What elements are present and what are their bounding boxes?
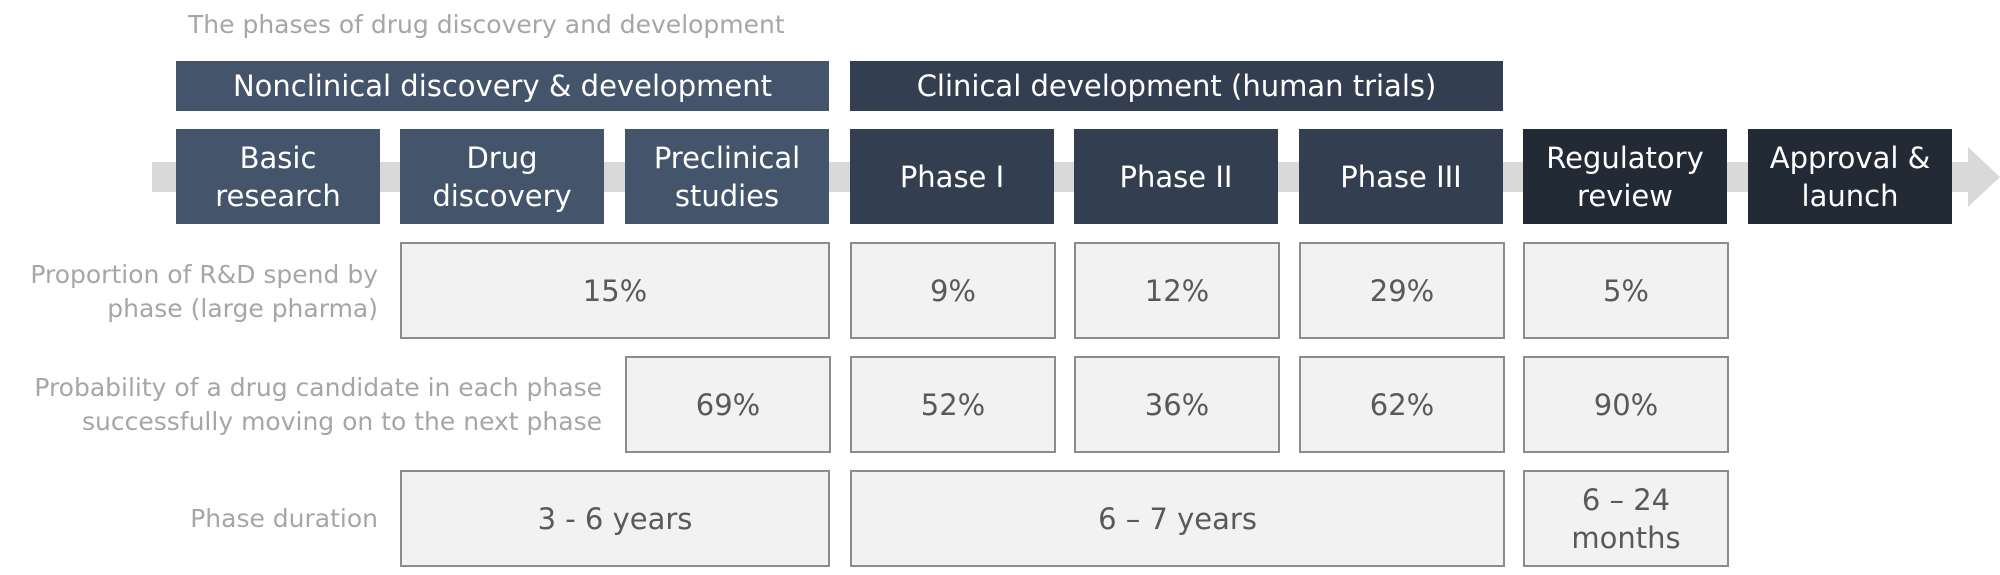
- timeline-arrow-head: [1968, 147, 2000, 207]
- duration-cell-nonclinical: 3 - 6 years: [400, 470, 830, 567]
- diagram-title: The phases of drug discovery and develop…: [188, 10, 785, 39]
- probability-cell-preclinical: 69%: [625, 356, 831, 453]
- probability-cell-regulatory: 90%: [1523, 356, 1729, 453]
- phase-approval-launch: Approval & launch: [1748, 129, 1952, 224]
- group-clinical: Clinical development (human trials): [850, 61, 1503, 111]
- duration-cell-regulatory: 6 – 24 months: [1523, 470, 1729, 567]
- phase-basic-research: Basic research: [176, 129, 380, 224]
- probability-cell-phase-3: 62%: [1299, 356, 1505, 453]
- row-label-probability: Probability of a drug candidate in each …: [34, 373, 602, 436]
- phase-1: Phase I: [850, 129, 1054, 224]
- phase-regulatory-review: Regulatory review: [1523, 129, 1727, 224]
- spend-cell-phase-1: 9%: [850, 242, 1056, 339]
- spend-cell-regulatory: 5%: [1523, 242, 1729, 339]
- phase-drug-discovery: Drug discovery: [400, 129, 604, 224]
- spend-cell-nonclinical: 15%: [400, 242, 830, 339]
- probability-cell-phase-2: 36%: [1074, 356, 1280, 453]
- probability-cell-phase-1: 52%: [850, 356, 1056, 453]
- phase-2: Phase II: [1074, 129, 1278, 224]
- row-label-duration: Phase duration: [190, 503, 378, 533]
- spend-cell-phase-3: 29%: [1299, 242, 1505, 339]
- spend-cell-phase-2: 12%: [1074, 242, 1280, 339]
- phase-3: Phase III: [1299, 129, 1503, 224]
- duration-cell-clinical: 6 – 7 years: [850, 470, 1505, 567]
- phase-preclinical-studies: Preclinical studies: [625, 129, 829, 224]
- row-label-spend: Proportion of R&D spend by phase (large …: [30, 260, 378, 323]
- group-nonclinical: Nonclinical discovery & development: [176, 61, 829, 111]
